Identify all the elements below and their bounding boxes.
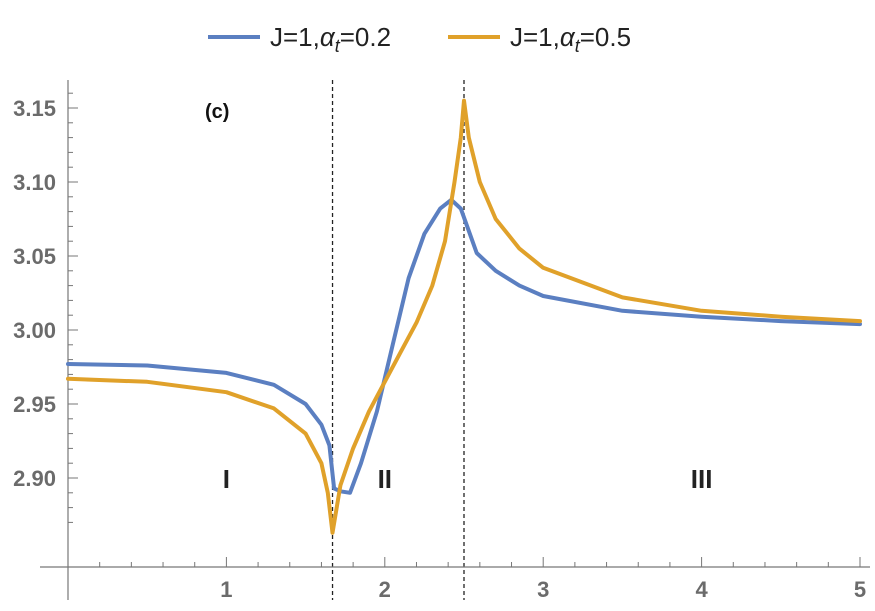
y-tick-label: 3.10 — [13, 170, 56, 195]
region-label: I — [223, 464, 230, 494]
series-line-1 — [66, 197, 862, 495]
x-tick-label: 1 — [220, 577, 232, 602]
x-tick-label: 3 — [537, 577, 549, 602]
annotations: (c)I II III — [205, 101, 712, 494]
y-tick-label: 3.05 — [13, 244, 56, 269]
y-tick-label: 3.15 — [13, 96, 56, 121]
legend-label-2: J=1,αt=0.5 — [510, 22, 631, 56]
region-label: III — [691, 464, 713, 494]
y-tick-label: 3.00 — [13, 318, 56, 343]
panel-label: (c) — [205, 101, 229, 123]
series-line-2 — [66, 98, 862, 535]
legend: J=1,αt=0.2 J=1,αt=0.5 — [208, 22, 631, 56]
x-tick-label: 2 — [379, 577, 391, 602]
y-tick-label: 2.90 — [13, 466, 56, 491]
region-boundaries — [331, 80, 465, 600]
legend-label-1: J=1,αt=0.2 — [270, 22, 391, 56]
axes: 1 2 3 4 5 2.90 2.95 3.00 3.05 3.10 3.15 — [13, 80, 870, 602]
y-tick-label: 2.95 — [13, 392, 56, 417]
series-lines — [66, 98, 862, 535]
x-tick-label: 4 — [695, 577, 708, 602]
x-tick-label: 5 — [854, 577, 866, 602]
region-label: II — [378, 464, 392, 494]
